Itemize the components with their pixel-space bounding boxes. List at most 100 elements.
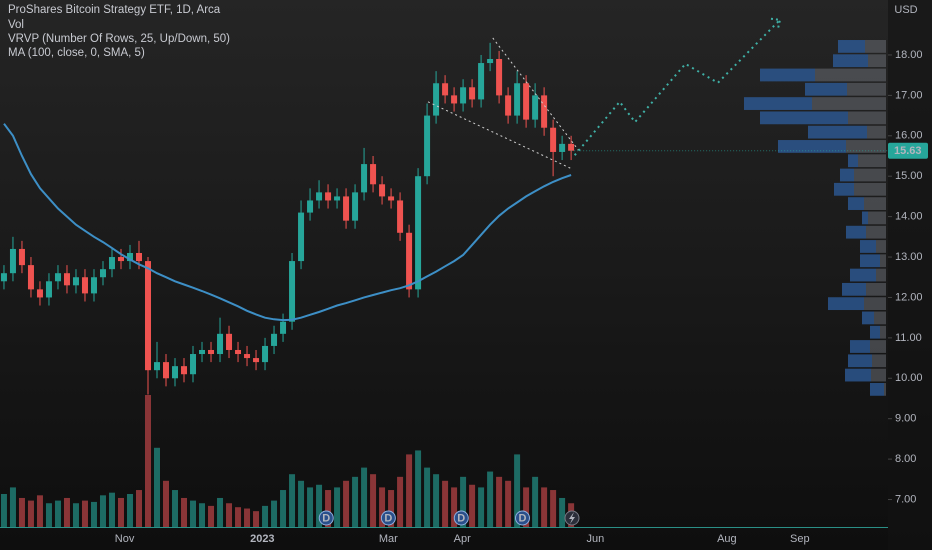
volume-bar [424,467,431,527]
profile-down [871,368,886,382]
dividend-marker [380,510,396,526]
candle-body [280,321,287,334]
last-price-label: 15.63 [894,145,922,157]
profile-down [880,325,886,339]
profile-down [854,168,886,182]
forecast-arrow [770,17,782,30]
volume-bar [81,500,88,527]
candle-body [307,200,314,213]
profile-up [870,325,880,339]
x-tick-label: Mar [379,533,398,545]
profile-up [744,97,812,110]
trendline [427,101,571,169]
profile-down [854,182,886,196]
volume-bar [108,492,115,527]
volume-bar [379,487,386,527]
volume-bar [478,487,485,527]
candle-body [532,95,539,120]
volume-bar [262,505,269,527]
volume-bar [90,501,97,527]
volume-bar [163,480,170,527]
volume-bar [523,487,530,527]
volume-bar [0,494,7,527]
profile-down [868,211,886,225]
candle-body [54,273,61,282]
profile-up [860,254,880,268]
volume-bar [172,490,179,527]
y-tick-label: 8.00 [895,453,916,465]
alert-icon [564,510,580,526]
profile-up [808,125,867,139]
volume-bar [406,454,413,527]
candle-body [63,273,70,286]
candle-body [208,349,215,355]
profile-down [812,97,886,110]
y-tick-label: 15.00 [895,170,923,182]
profile-down [858,154,886,168]
volume-bar [9,487,16,527]
x-tick-label: Aug [717,533,737,545]
candle-body [505,95,512,116]
volume-bar [126,494,133,527]
candle-body [217,333,224,355]
volume-bar [550,490,557,527]
volume-bar [343,480,350,527]
profile-up [838,40,865,53]
volume-bar [145,395,151,527]
dividend-marker [318,510,334,526]
candle-body [253,358,260,363]
candle-body [343,196,350,221]
x-tick-label: Jun [587,533,605,545]
volume-bar [460,476,467,527]
profile-down [876,268,886,282]
candle-body [90,277,97,294]
profile-down [865,40,886,53]
candle-body [154,362,161,371]
profile-down [866,282,886,296]
candle-body [550,127,557,152]
volume-bar [135,490,142,527]
volume-bar [361,467,368,527]
legend-title: ProShares Bitcoin Strategy ETF, 1D, Arca [8,4,221,16]
volume-bar [280,490,287,527]
profile-up [828,297,864,311]
candle-body [226,333,233,350]
volume-bar [532,476,539,527]
dividend-marker [453,510,469,526]
volume-bar [117,497,124,527]
profile-up [850,340,870,353]
last-price-box [888,142,928,159]
candle-body [487,59,494,64]
profile-up [848,197,864,210]
profile-up [862,211,868,225]
y-tick-label: 17.00 [895,89,923,101]
y-tick-label: 16.00 [895,130,923,142]
candle-body [451,95,458,104]
profile-down [880,254,886,268]
profile-down [867,125,886,139]
volume-bar [27,500,34,527]
x-tick-label: Apr [454,533,471,545]
candle-body [559,143,566,152]
dividend-label: D [322,512,330,524]
volume-bar [397,476,404,527]
profile-down [815,68,886,82]
profile-up [870,382,884,396]
candle-body [9,248,16,274]
volume-bar [325,490,332,527]
volume-bar [208,505,215,527]
profile-down [864,297,886,311]
volume-bar [451,487,458,527]
volume-bar [253,511,260,527]
y-tick-label: 10.00 [895,372,923,384]
legend-vol: Vol [8,19,24,31]
volume-bar [36,495,43,527]
profile-down [872,354,886,368]
x-tick-label: Nov [115,533,135,545]
candle-body [108,257,115,270]
profile-up [846,225,866,239]
candle-body [190,354,197,375]
volume-bar [217,497,224,527]
